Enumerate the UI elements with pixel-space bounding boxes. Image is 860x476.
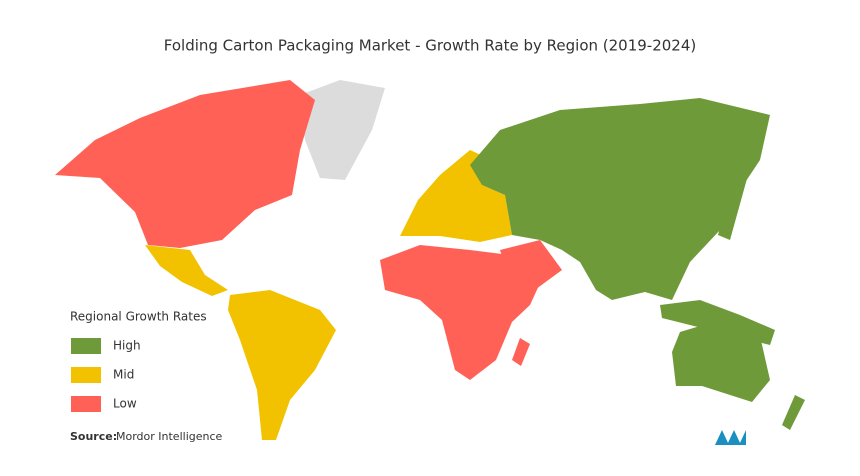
- legend-title: Regional Growth Rates: [70, 310, 207, 324]
- greenland: [300, 80, 385, 180]
- logo: [715, 430, 746, 445]
- north-america: [55, 80, 315, 248]
- legend-label: High: [113, 339, 141, 353]
- legend-swatch: [71, 396, 101, 412]
- legend: High Mid Low: [71, 338, 141, 412]
- title: Folding Carton Packaging Market - Growth…: [164, 37, 697, 55]
- africa: [380, 244, 546, 380]
- source-text: Mordor Intelligence: [116, 430, 223, 443]
- map: [55, 80, 805, 440]
- japan: [718, 170, 748, 240]
- legend-swatch: [71, 338, 101, 354]
- source-label: Source:: [70, 430, 117, 443]
- legend-label: Mid: [113, 368, 134, 382]
- legend-swatch: [71, 367, 101, 383]
- central-america: [145, 245, 228, 296]
- legend-label: Low: [113, 397, 137, 411]
- middle-east: [500, 240, 562, 292]
- australia: [672, 320, 770, 402]
- south-america: [228, 290, 336, 440]
- asia: [470, 98, 770, 300]
- new-zealand: [782, 395, 805, 430]
- madagascar: [512, 338, 530, 366]
